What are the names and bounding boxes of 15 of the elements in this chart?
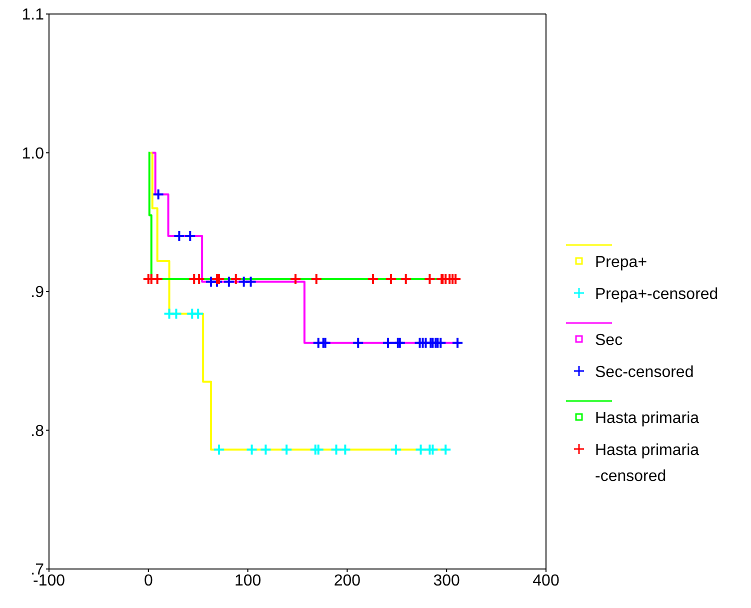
y-tick-label: .8 xyxy=(30,422,44,440)
x-tick-label: 100 xyxy=(234,572,262,590)
legend-label: Hasta primaria xyxy=(595,409,700,429)
y-tick-label: .9 xyxy=(30,284,44,302)
x-tick-label: 0 xyxy=(144,572,153,590)
x-tick-label: 400 xyxy=(532,572,560,590)
legend-label: Hasta primaria -censored xyxy=(595,441,700,487)
y-tick-label: 1.0 xyxy=(22,145,44,162)
legend-label: Prepa+-censored xyxy=(595,285,720,305)
x-tick-label: 200 xyxy=(334,572,361,590)
y-tick-label: 1.1 xyxy=(22,6,44,24)
legend-label: Sec-censored xyxy=(595,363,695,383)
x-tick-label: 300 xyxy=(433,572,460,590)
legend-label: Prepa+ xyxy=(595,253,648,273)
legend-label: Sec xyxy=(595,331,624,351)
